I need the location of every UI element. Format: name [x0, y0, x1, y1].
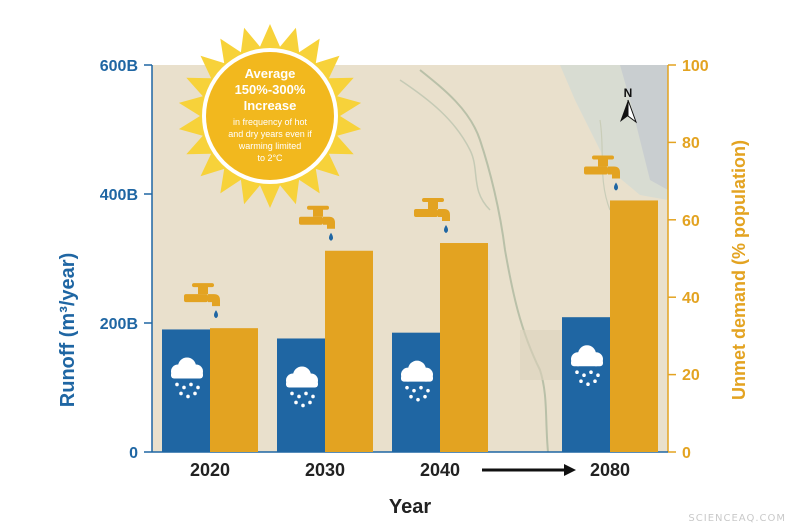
left-tick-label: 0	[129, 445, 138, 462]
north-arrow-icon: N	[620, 86, 638, 124]
right-tick-label: 80	[682, 135, 700, 152]
bar-unmet-demand	[325, 250, 373, 452]
rain-cloud-icon	[286, 366, 318, 408]
left-tick-label: 200B	[100, 316, 138, 333]
annotation-line: Increase	[244, 98, 297, 113]
right-axis-title: Unmet demand (% population)	[729, 140, 749, 400]
annotation-subline: in frequency of hot	[233, 117, 308, 127]
right-tick-label: 40	[682, 290, 700, 307]
right-tick-label: 60	[682, 213, 700, 230]
x-tick-label: 2030	[305, 460, 345, 480]
right-axis: 0 20 40 60 80 100 Unmet demand (% popula…	[667, 58, 749, 462]
sun-icon	[178, 24, 362, 208]
annotation-subline: warming limited	[238, 141, 302, 151]
x-tick-label: 2040	[420, 460, 460, 480]
annotation-subline: and dry years even if	[228, 129, 312, 139]
left-axis-title: Runoff (m³/year)	[57, 253, 79, 407]
bar-unmet-demand	[210, 328, 258, 452]
x-tick-labels: 2020 2030 2040 2080	[190, 460, 630, 480]
sun-annotation: Average 150%-300% Increase in frequency …	[228, 66, 312, 163]
faucet-icon	[299, 205, 335, 241]
x-axis-title: Year	[389, 496, 431, 518]
annotation-subline: to 2°C	[257, 153, 283, 163]
left-tick-label: 400B	[100, 187, 138, 204]
right-tick-label: 20	[682, 367, 700, 384]
north-label: N	[624, 86, 633, 100]
bar-runoff	[277, 338, 325, 452]
faucet-icon	[584, 155, 620, 191]
bar-runoff	[162, 329, 210, 452]
bar-runoff	[392, 332, 440, 452]
right-tick-label: 100	[682, 58, 709, 75]
right-tick-label: 0	[682, 445, 691, 462]
rain-cloud-icon	[401, 360, 433, 402]
rain-cloud-icon	[171, 357, 203, 399]
x-tick-label: 2020	[190, 460, 230, 480]
bar-unmet-demand	[440, 243, 488, 452]
timeline-arrow-icon	[482, 464, 576, 476]
left-axis: 0 200B 400B 600B Runoff (m³/year)	[57, 58, 153, 462]
faucet-icon	[414, 198, 450, 234]
bar-group	[162, 155, 658, 452]
rain-cloud-icon	[571, 345, 603, 386]
annotation-line: Average	[245, 66, 296, 81]
annotation-line: 150%-300%	[235, 82, 306, 97]
bar-runoff	[562, 317, 610, 452]
bar-unmet-demand	[610, 200, 658, 452]
left-tick-label: 600B	[100, 58, 138, 75]
faucet-icon	[184, 283, 220, 319]
watermark: SCIENCEAQ.COM	[688, 513, 786, 524]
x-tick-label: 2080	[590, 460, 630, 480]
